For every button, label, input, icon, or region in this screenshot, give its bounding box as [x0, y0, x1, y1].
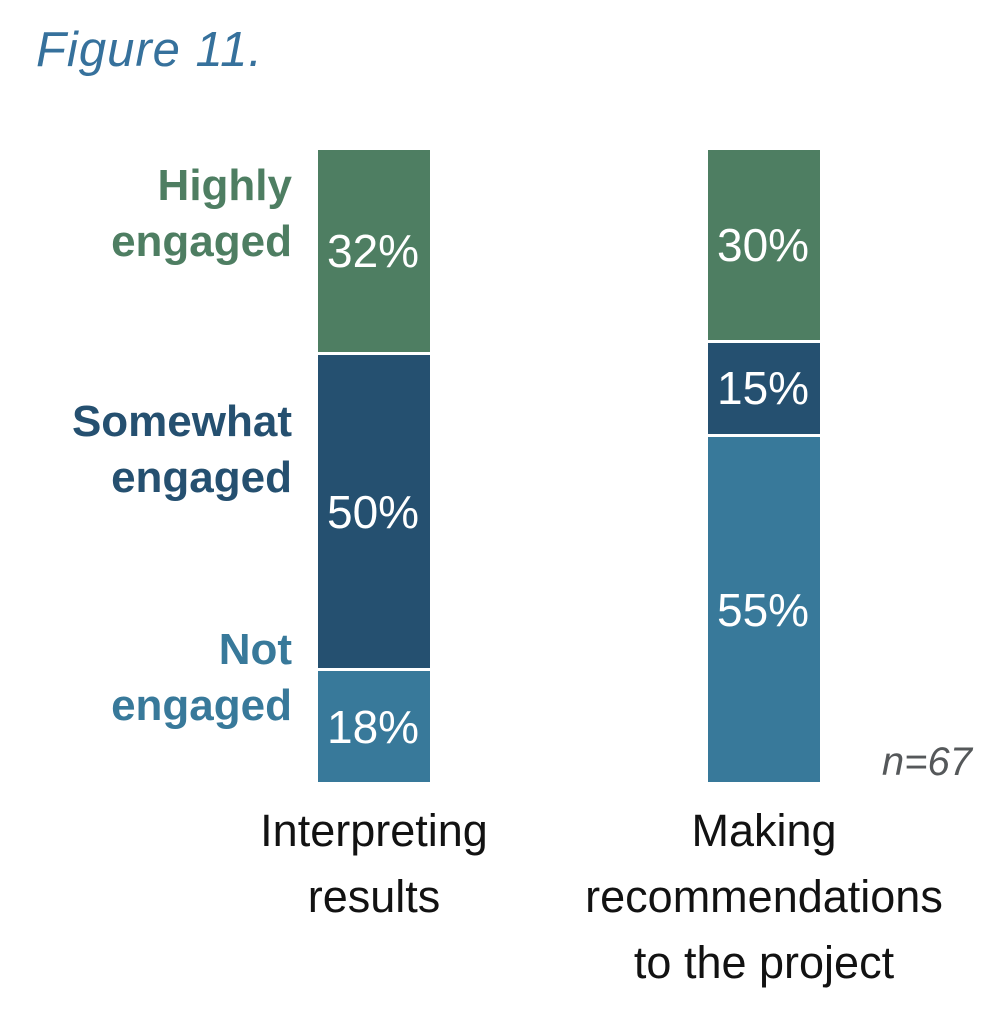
series-label-line: Not — [218, 625, 292, 674]
bar-segment-not-engaged: 55% — [708, 434, 820, 782]
category-label-line: to the project — [633, 937, 895, 988]
category-label-making-recommendations-t: Making recommendations to the project — [544, 798, 984, 996]
series-label-line: engaged — [111, 217, 292, 266]
stacked-bar-making-recommendations-t: 30% 15% 55% — [708, 150, 820, 782]
value-label: 15% — [717, 362, 810, 415]
series-label-line: Highly — [157, 161, 292, 210]
bar-segment-somewhat-engaged: 50% — [318, 352, 430, 669]
series-label-highly-engaged: Highly engaged — [0, 158, 292, 270]
stacked-bar-interpreting-results: 32% 50% 18% — [318, 150, 430, 782]
category-label-line: Making — [691, 805, 837, 856]
series-label-line: engaged — [111, 453, 292, 502]
series-label-line: engaged — [111, 681, 292, 730]
category-label-line: Interpreting — [260, 805, 488, 856]
category-label-interpreting-results: Interpreting results — [154, 798, 594, 930]
sample-size-note: n=67 — [881, 740, 972, 784]
bar-segment-highly-engaged: 30% — [708, 150, 820, 340]
series-label-line: Somewhat — [71, 397, 292, 446]
category-label-line: recommendations — [585, 871, 943, 922]
category-label-line: results — [307, 871, 441, 922]
series-label-not-engaged: Not engaged — [0, 622, 292, 734]
bar-segment-not-engaged: 18% — [318, 668, 430, 782]
value-label: 55% — [717, 583, 810, 636]
value-label: 30% — [717, 218, 810, 271]
value-label: 32% — [327, 225, 420, 278]
figure-title: Figure 11. — [36, 23, 263, 77]
series-label-somewhat-engaged: Somewhat engaged — [0, 394, 292, 506]
bar-segment-highly-engaged: 32% — [318, 150, 430, 353]
bar-segment-somewhat-engaged: 15% — [708, 339, 820, 435]
value-label: 50% — [327, 485, 420, 538]
value-label: 18% — [327, 700, 420, 753]
